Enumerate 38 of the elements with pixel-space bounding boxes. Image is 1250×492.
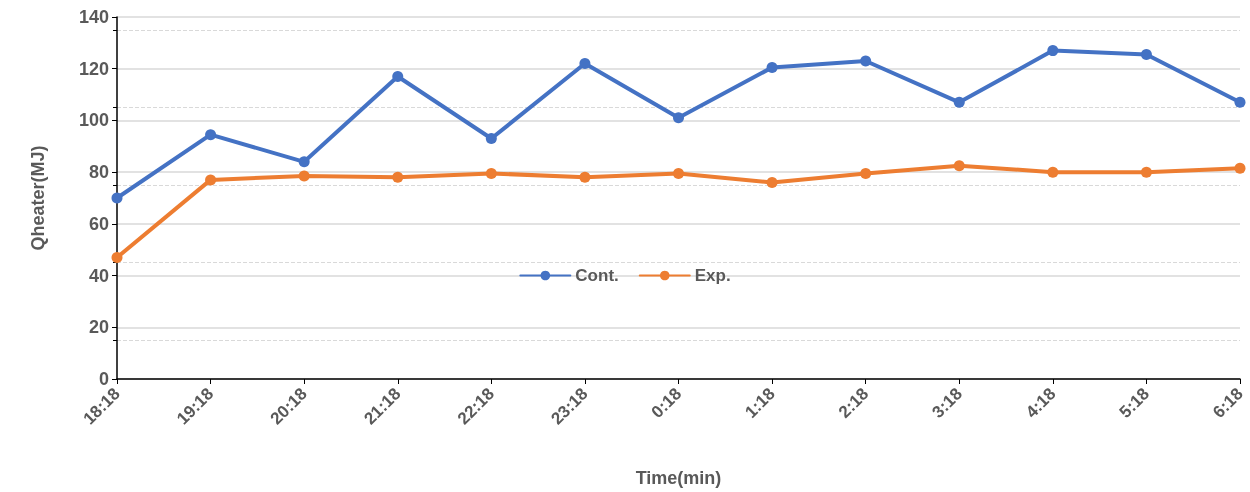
point [579, 171, 591, 183]
point [1234, 96, 1246, 108]
point [1047, 45, 1059, 57]
y-tick-label: 100 [78, 110, 109, 131]
y-tick-label: 80 [88, 162, 109, 183]
point [392, 70, 404, 82]
point [111, 192, 123, 204]
point [860, 167, 872, 179]
y-tick-label: 20 [88, 317, 109, 338]
point [860, 55, 872, 67]
point [953, 96, 965, 108]
point [1140, 49, 1152, 60]
y-tick-label: 120 [78, 58, 109, 79]
point [485, 167, 497, 179]
point [111, 251, 123, 263]
y-tick-label: 40 [88, 265, 109, 286]
point [1234, 162, 1246, 174]
point [1047, 166, 1059, 178]
x-axis-title: Time(min) [635, 468, 722, 488]
legend-label: Exp. [694, 266, 731, 285]
y-tick-label: 0 [98, 369, 109, 389]
point [953, 160, 965, 172]
point [766, 176, 778, 188]
point [766, 61, 778, 73]
y-axis-title: Qheater(MJ) [28, 145, 48, 251]
y-tick-label: 60 [88, 213, 109, 234]
point [392, 171, 404, 183]
point [205, 129, 217, 141]
point [673, 112, 684, 124]
y-tick-label: 140 [78, 7, 109, 27]
point [205, 174, 217, 186]
point [298, 156, 310, 168]
point [485, 133, 497, 145]
legend-label: Cont. [575, 266, 619, 285]
point [298, 170, 310, 182]
point [579, 58, 591, 70]
point [673, 167, 684, 179]
point [1140, 166, 1152, 178]
